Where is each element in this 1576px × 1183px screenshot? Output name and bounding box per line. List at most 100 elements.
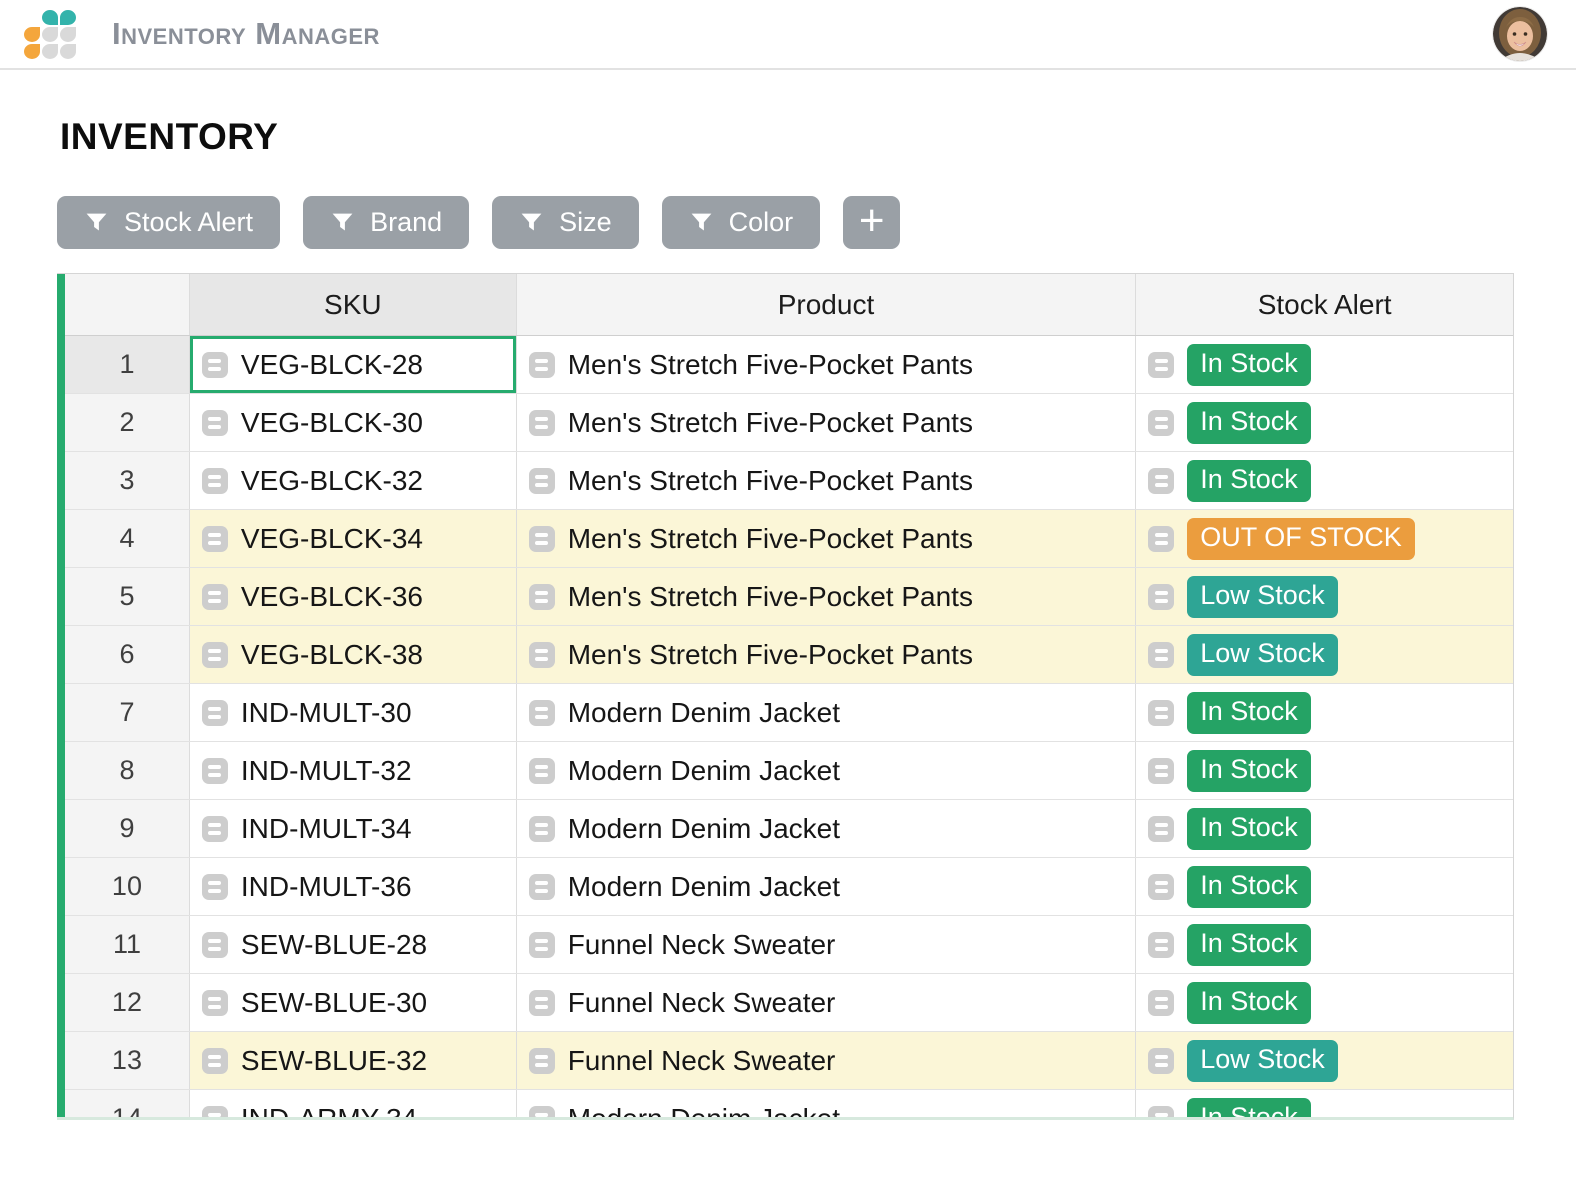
notes-icon[interactable] [201, 351, 228, 378]
product-cell[interactable]: Men's Stretch Five-Pocket Pants [516, 568, 1137, 625]
notes-icon[interactable] [528, 989, 555, 1016]
product-cell[interactable]: Modern Denim Jacket [516, 742, 1137, 799]
product-cell[interactable]: Men's Stretch Five-Pocket Pants [516, 626, 1137, 683]
notes-icon[interactable] [528, 873, 555, 900]
notes-icon[interactable] [528, 641, 555, 668]
notes-icon[interactable] [1148, 989, 1175, 1016]
stock-alert-cell[interactable]: OUT OF STOCK [1136, 510, 1513, 567]
notes-icon[interactable] [201, 641, 228, 668]
filter-button[interactable]: Brand [303, 196, 470, 249]
sku-cell[interactable]: SEW-BLUE-32 [189, 1032, 517, 1089]
row-number-cell[interactable]: 11 [65, 916, 190, 973]
stock-alert-cell[interactable]: In Stock [1136, 974, 1513, 1031]
sku-cell[interactable]: IND-MULT-36 [189, 858, 517, 915]
stock-alert-cell[interactable]: In Stock [1136, 684, 1513, 741]
stock-alert-cell[interactable]: Low Stock [1136, 568, 1513, 625]
product-cell[interactable]: Modern Denim Jacket [516, 1090, 1137, 1117]
row-number-cell[interactable]: 3 [65, 452, 190, 509]
add-filter-button[interactable]: + [843, 196, 901, 249]
row-number-cell[interactable]: 1 [65, 336, 190, 393]
row-number-cell[interactable]: 4 [65, 510, 190, 567]
notes-icon[interactable] [528, 467, 555, 494]
notes-icon[interactable] [201, 1047, 228, 1074]
filter-button[interactable]: Size [492, 196, 639, 249]
product-cell[interactable]: Men's Stretch Five-Pocket Pants [516, 336, 1137, 393]
sku-cell[interactable]: IND-MULT-34 [189, 800, 517, 857]
notes-icon[interactable] [201, 989, 228, 1016]
filter-button[interactable]: Stock Alert [57, 196, 281, 249]
notes-icon[interactable] [1148, 873, 1175, 900]
notes-icon[interactable] [201, 1105, 228, 1117]
notes-icon[interactable] [528, 583, 555, 610]
notes-icon[interactable] [201, 467, 228, 494]
stock-alert-cell[interactable]: In Stock [1136, 452, 1513, 509]
notes-icon[interactable] [528, 1047, 555, 1074]
stock-alert-cell[interactable]: In Stock [1136, 800, 1513, 857]
product-cell[interactable]: Modern Denim Jacket [516, 684, 1137, 741]
product-cell[interactable]: Men's Stretch Five-Pocket Pants [516, 510, 1137, 567]
sku-cell[interactable]: VEG-BLCK-28 [189, 336, 517, 393]
row-number-cell[interactable]: 10 [65, 858, 190, 915]
stock-alert-cell[interactable]: In Stock [1136, 916, 1513, 973]
row-number-cell[interactable]: 2 [65, 394, 190, 451]
notes-icon[interactable] [201, 873, 228, 900]
column-header-product[interactable]: Product [516, 274, 1137, 335]
sku-cell[interactable]: VEG-BLCK-36 [189, 568, 517, 625]
column-header-stock-alert[interactable]: Stock Alert [1136, 274, 1513, 335]
row-number-cell[interactable]: 12 [65, 974, 190, 1031]
stock-alert-cell[interactable]: In Stock [1136, 1090, 1513, 1117]
notes-icon[interactable] [1148, 1047, 1175, 1074]
notes-icon[interactable] [528, 931, 555, 958]
sku-cell[interactable]: VEG-BLCK-38 [189, 626, 517, 683]
notes-icon[interactable] [1148, 815, 1175, 842]
row-number-cell[interactable]: 6 [65, 626, 190, 683]
product-cell[interactable]: Men's Stretch Five-Pocket Pants [516, 452, 1137, 509]
product-cell[interactable]: Men's Stretch Five-Pocket Pants [516, 394, 1137, 451]
sku-cell[interactable]: VEG-BLCK-30 [189, 394, 517, 451]
stock-alert-cell[interactable]: In Stock [1136, 336, 1513, 393]
notes-icon[interactable] [528, 409, 555, 436]
row-number-cell[interactable]: 9 [65, 800, 190, 857]
notes-icon[interactable] [528, 699, 555, 726]
product-cell[interactable]: Funnel Neck Sweater [516, 974, 1137, 1031]
notes-icon[interactable] [1148, 1105, 1175, 1117]
notes-icon[interactable] [1148, 409, 1175, 436]
row-number-cell[interactable]: 5 [65, 568, 190, 625]
row-number-cell[interactable]: 14 [65, 1090, 190, 1117]
stock-alert-cell[interactable]: Low Stock [1136, 1032, 1513, 1089]
notes-icon[interactable] [1148, 699, 1175, 726]
filter-button[interactable]: Color [661, 196, 821, 249]
sku-cell[interactable]: IND-MULT-32 [189, 742, 517, 799]
sku-cell[interactable]: SEW-BLUE-30 [189, 974, 517, 1031]
notes-icon[interactable] [1148, 931, 1175, 958]
notes-icon[interactable] [201, 583, 228, 610]
row-number-cell[interactable]: 8 [65, 742, 190, 799]
notes-icon[interactable] [528, 525, 555, 552]
notes-icon[interactable] [1148, 583, 1175, 610]
product-cell[interactable]: Modern Denim Jacket [516, 800, 1137, 857]
notes-icon[interactable] [528, 757, 555, 784]
sku-cell[interactable]: IND-ARMY-34 [189, 1090, 517, 1117]
product-cell[interactable]: Funnel Neck Sweater [516, 916, 1137, 973]
row-number-cell[interactable]: 13 [65, 1032, 190, 1089]
notes-icon[interactable] [201, 409, 228, 436]
sku-cell[interactable]: SEW-BLUE-28 [189, 916, 517, 973]
user-avatar[interactable] [1493, 7, 1547, 61]
row-number-cell[interactable]: 7 [65, 684, 190, 741]
column-header-sku[interactable]: SKU [189, 274, 517, 335]
notes-icon[interactable] [528, 815, 555, 842]
notes-icon[interactable] [201, 757, 228, 784]
notes-icon[interactable] [1148, 525, 1175, 552]
product-cell[interactable]: Funnel Neck Sweater [516, 1032, 1137, 1089]
notes-icon[interactable] [1148, 467, 1175, 494]
product-cell[interactable]: Modern Denim Jacket [516, 858, 1137, 915]
sku-cell[interactable]: IND-MULT-30 [189, 684, 517, 741]
notes-icon[interactable] [1148, 641, 1175, 668]
stock-alert-cell[interactable]: In Stock [1136, 858, 1513, 915]
stock-alert-cell[interactable]: Low Stock [1136, 626, 1513, 683]
notes-icon[interactable] [1148, 757, 1175, 784]
stock-alert-cell[interactable]: In Stock [1136, 394, 1513, 451]
notes-icon[interactable] [1148, 351, 1175, 378]
notes-icon[interactable] [528, 1105, 555, 1117]
sku-cell[interactable]: VEG-BLCK-32 [189, 452, 517, 509]
